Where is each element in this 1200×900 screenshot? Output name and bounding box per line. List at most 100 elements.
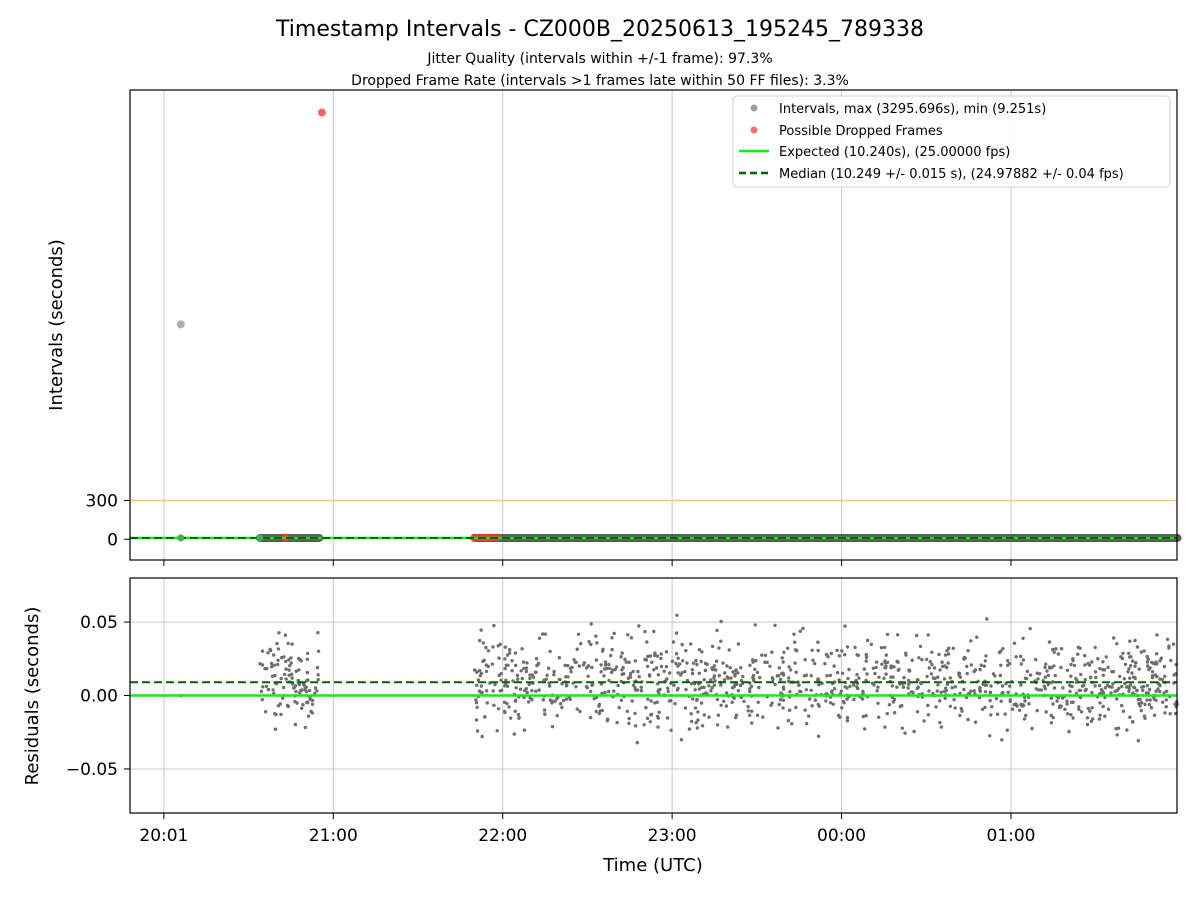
residual-point: [712, 676, 716, 680]
residual-point: [1122, 677, 1127, 681]
residuals-y-tick-label: 0.00: [80, 687, 118, 707]
residual-point: [691, 661, 696, 665]
residual-point: [1098, 713, 1102, 717]
residual-point: [746, 709, 750, 713]
residual-point: [1083, 663, 1087, 667]
residual-point: [973, 720, 978, 724]
residual-point: [526, 700, 531, 704]
residual-point: [1126, 670, 1130, 674]
residual-point: [748, 713, 752, 717]
residual-point: [543, 632, 548, 636]
residual-point: [646, 697, 650, 701]
residual-point: [825, 674, 829, 678]
residual-point: [1088, 676, 1093, 680]
residual-point: [552, 673, 556, 677]
residual-point: [1097, 717, 1102, 721]
residual-point: [1155, 633, 1159, 637]
residual-point: [289, 661, 293, 665]
residual-point: [610, 636, 614, 640]
residual-point: [520, 647, 524, 651]
x-tick-label: 20:01: [139, 826, 188, 846]
residual-point: [787, 676, 791, 680]
residual-point: [588, 715, 593, 720]
residual-point: [705, 662, 709, 667]
residual-point: [683, 669, 687, 674]
residual-point: [287, 658, 291, 662]
residual-point: [643, 629, 647, 634]
residuals-y-ticks: −0.05 0.00 0.05: [66, 613, 130, 780]
residual-point: [594, 709, 598, 714]
residual-point: [607, 662, 611, 667]
residual-point: [474, 700, 479, 705]
residual-point: [678, 673, 683, 677]
residual-point: [676, 664, 680, 668]
residual-point: [639, 689, 644, 693]
residual-point: [915, 633, 919, 638]
residual-point: [790, 722, 794, 726]
residual-point: [714, 668, 718, 672]
residual-point: [939, 690, 943, 694]
residual-point: [1059, 647, 1064, 651]
residual-point: [525, 661, 529, 665]
residual-point: [310, 702, 315, 706]
residual-point: [1106, 707, 1111, 711]
residual-point: [643, 657, 647, 662]
residual-point: [659, 656, 663, 661]
residual-point: [786, 718, 791, 723]
residual-point: [838, 715, 842, 719]
residual-point: [926, 633, 930, 637]
residual-point: [561, 698, 566, 703]
residual-point: [608, 666, 612, 670]
residual-point: [499, 678, 503, 682]
residual-point: [725, 691, 729, 695]
residual-point: [530, 698, 534, 702]
residual-point: [928, 660, 932, 664]
residual-point: [1127, 689, 1131, 693]
residual-point: [864, 652, 868, 657]
residual-point: [733, 672, 737, 677]
residual-point: [491, 645, 495, 649]
residual-point: [719, 639, 723, 643]
residual-point: [1019, 662, 1023, 666]
residual-point: [938, 668, 942, 672]
residual-point: [709, 678, 713, 682]
residual-point: [1079, 710, 1084, 714]
residual-point: [528, 676, 532, 681]
residual-point: [803, 708, 807, 712]
residual-point: [503, 666, 507, 671]
residual-point: [1066, 712, 1070, 716]
residual-point: [1159, 656, 1164, 660]
legend-label-expected: Expected (10.240s), (25.00000 fps): [779, 145, 1010, 160]
residual-point: [1019, 683, 1023, 687]
residual-point: [1052, 686, 1057, 690]
residual-point: [524, 666, 529, 670]
residual-point: [635, 688, 640, 692]
residual-point: [944, 686, 948, 690]
residual-point: [717, 646, 721, 650]
residual-point: [945, 665, 949, 670]
residual-point: [1070, 684, 1074, 689]
residual-point: [847, 667, 851, 672]
residual-point: [1121, 651, 1125, 655]
residual-point: [543, 712, 547, 716]
residual-point: [773, 682, 777, 687]
residual-point: [1049, 721, 1054, 725]
residual-point: [877, 675, 881, 679]
legend-marker-dropped: [750, 126, 758, 134]
residual-point: [516, 712, 521, 717]
residual-point: [909, 690, 914, 694]
residual-point: [272, 653, 276, 657]
residual-point: [950, 686, 954, 690]
residual-point: [1163, 674, 1167, 679]
residual-point: [1154, 698, 1158, 702]
residual-point: [294, 689, 298, 694]
residual-point: [514, 698, 518, 702]
residual-point: [1137, 667, 1141, 671]
residual-point: [290, 642, 294, 646]
residual-point: [946, 652, 951, 656]
residual-point: [305, 700, 309, 705]
interval-point: [176, 320, 185, 329]
residual-point: [1078, 646, 1082, 650]
residual-point: [1028, 626, 1032, 631]
residual-point: [681, 659, 685, 663]
